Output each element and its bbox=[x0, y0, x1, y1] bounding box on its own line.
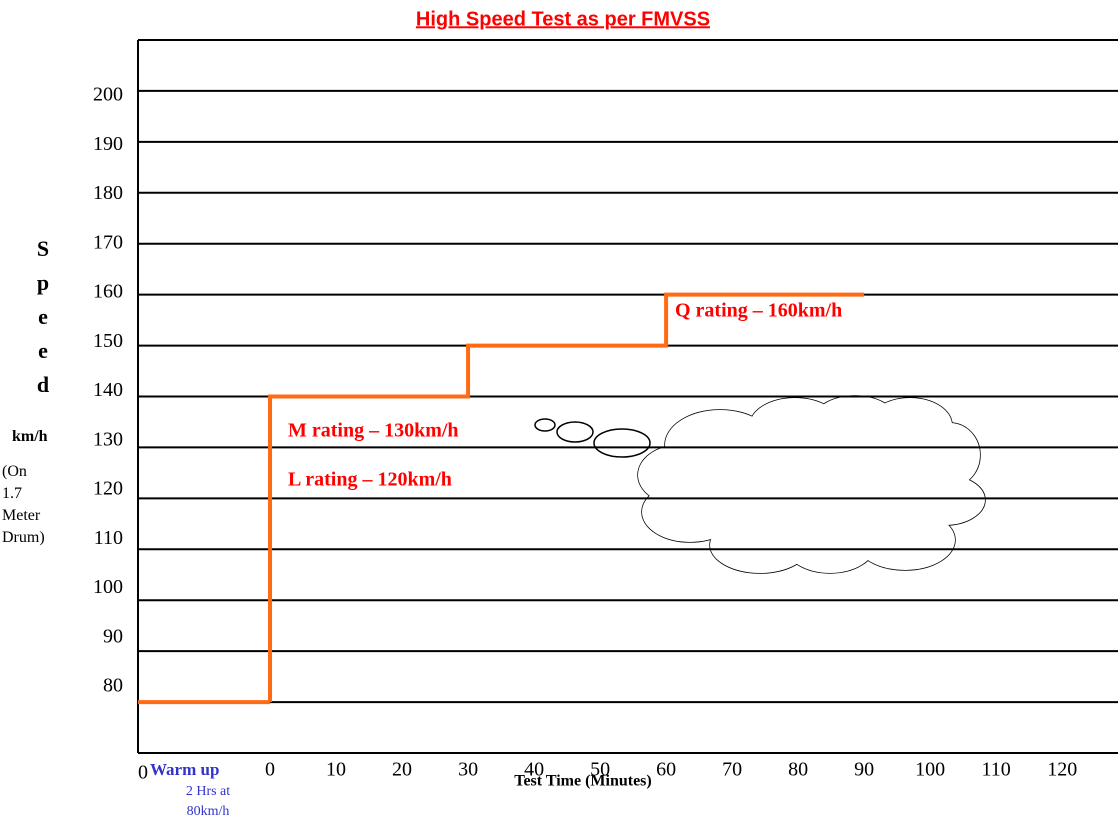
y-tick-label: 120 bbox=[93, 478, 123, 500]
x-tick-label: 20 bbox=[392, 759, 412, 781]
y-tick-label: 180 bbox=[93, 182, 123, 204]
annotation: M rating – 130km/h bbox=[288, 420, 459, 442]
x-tick-label: 30 bbox=[458, 759, 478, 781]
y-tick-label: 80 bbox=[103, 675, 123, 697]
y-tick-label: 150 bbox=[93, 330, 123, 352]
annotation: L rating – 120km/h bbox=[288, 469, 452, 491]
y-tick-label: 190 bbox=[93, 133, 123, 155]
data-line bbox=[268, 292, 865, 703]
y-tick-label: 100 bbox=[93, 576, 123, 598]
x-axis-label: Test Time (Minutes) bbox=[514, 773, 651, 790]
y-tick-label: 90 bbox=[103, 625, 123, 647]
x-tick-label: 80 bbox=[788, 759, 808, 781]
chart-title: High Speed Test as per FMVSS bbox=[416, 8, 710, 30]
y-tick-label: 140 bbox=[93, 379, 123, 401]
warmup-note: 2 Hrs at 80km/h bbox=[185, 784, 231, 819]
annotation: Q rating – 160km/h bbox=[675, 300, 842, 322]
y-tick-label: 160 bbox=[93, 281, 123, 303]
x-tick-label: 10 bbox=[326, 759, 346, 781]
warmup-label: Warm up bbox=[150, 760, 220, 779]
cloud bbox=[534, 395, 986, 574]
y-tick-label: 110 bbox=[94, 527, 123, 549]
x-tick-label: 50 bbox=[590, 759, 610, 781]
x-tick-label: 100 bbox=[915, 759, 945, 781]
y-note: (On 1.7 Meter Drum) bbox=[2, 463, 45, 546]
y-tick-label: 130 bbox=[93, 428, 123, 450]
y-unit: km/h bbox=[12, 428, 48, 445]
y-axis-label: Speed bbox=[36, 236, 50, 397]
x-tick-label: 90 bbox=[854, 759, 874, 781]
y-tick-label: 200 bbox=[93, 84, 123, 106]
x-tick-label: 0 bbox=[265, 759, 275, 781]
x-tick-label: 70 bbox=[722, 759, 742, 781]
x-tick-label: 60 bbox=[656, 759, 676, 781]
y-tick-label: 170 bbox=[93, 231, 123, 253]
x-tick-label: 120 bbox=[1047, 759, 1077, 781]
origin-label: 0 bbox=[138, 762, 148, 784]
x-tick-label: 40 bbox=[524, 759, 544, 781]
x-tick-label: 110 bbox=[982, 759, 1011, 781]
